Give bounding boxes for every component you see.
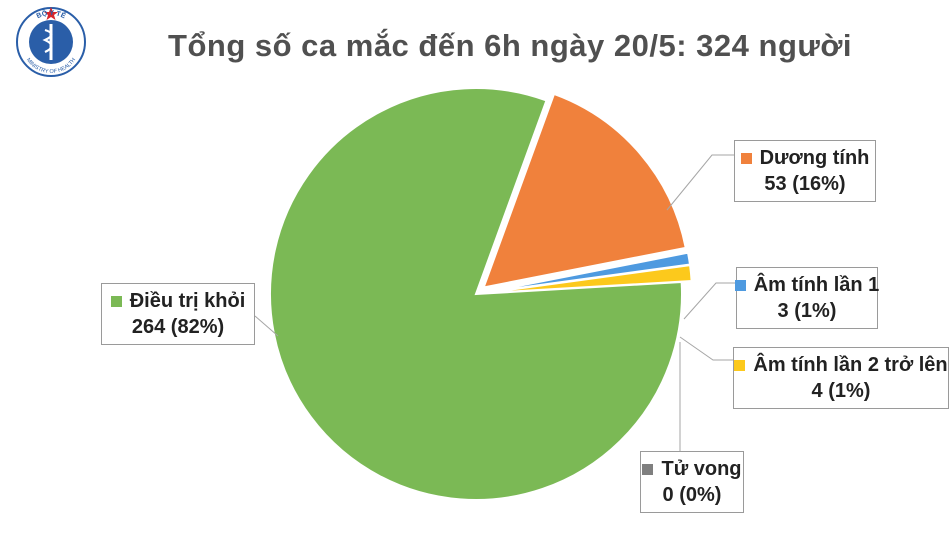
slice-name: Điều trị khỏi [129, 290, 246, 312]
legend-swatch [734, 279, 746, 291]
legend-swatch [642, 463, 654, 475]
slice-value: 53 (16%) [764, 173, 846, 195]
chart-title: Tổng số ca mắc đến 6h ngày 20/5: 324 ngư… [168, 28, 852, 63]
leader-line-dieu-tri-khoi [254, 315, 279, 337]
slice-value: 4 (1%) [811, 380, 871, 402]
pie-slice-duong-tinh [482, 92, 687, 289]
slice-name: Âm tính lần 2 trở lên [753, 354, 948, 376]
leader-line-duong-tinh [666, 154, 734, 211]
data-label-am-tinh-lan-1: Âm tính lần 1 3 (1%) [734, 267, 880, 329]
leader-line-am-tinh-lan-1 [683, 282, 736, 320]
slice-name: Âm tính lần 1 [753, 274, 880, 296]
data-label-am-tinh-lan-2: Âm tính lần 2 trở lên 4 (1%) [733, 347, 949, 409]
data-label-dieu-tri-khoi: Điều trị khỏi 264 (82%) [101, 283, 255, 345]
data-label-tu-vong: Tử vong 0 (0%) [640, 451, 744, 513]
legend-swatch [110, 295, 122, 307]
slice-name: Tử vong [661, 458, 742, 480]
ministry-of-health-logo: BỘ Y TẾ MINISTRY OF HEALTH [10, 2, 92, 78]
caduceus-icon: BỘ Y TẾ MINISTRY OF HEALTH [16, 7, 86, 77]
pie-slice-dieu-tri-khoi [269, 87, 683, 501]
legend-swatch [734, 359, 746, 371]
data-label-duong-tinh: Dương tính 53 (16%) [734, 140, 876, 202]
slice-name: Dương tính [759, 147, 870, 169]
leader-line-am-tinh-lan-2 [679, 336, 733, 361]
slice-value: 264 (82%) [131, 316, 225, 338]
pie-slice-am-tinh-lan-2 [485, 264, 693, 295]
slice-value: 0 (0%) [662, 484, 722, 506]
slice-value: 3 (1%) [777, 300, 837, 322]
legend-swatch [740, 152, 752, 164]
